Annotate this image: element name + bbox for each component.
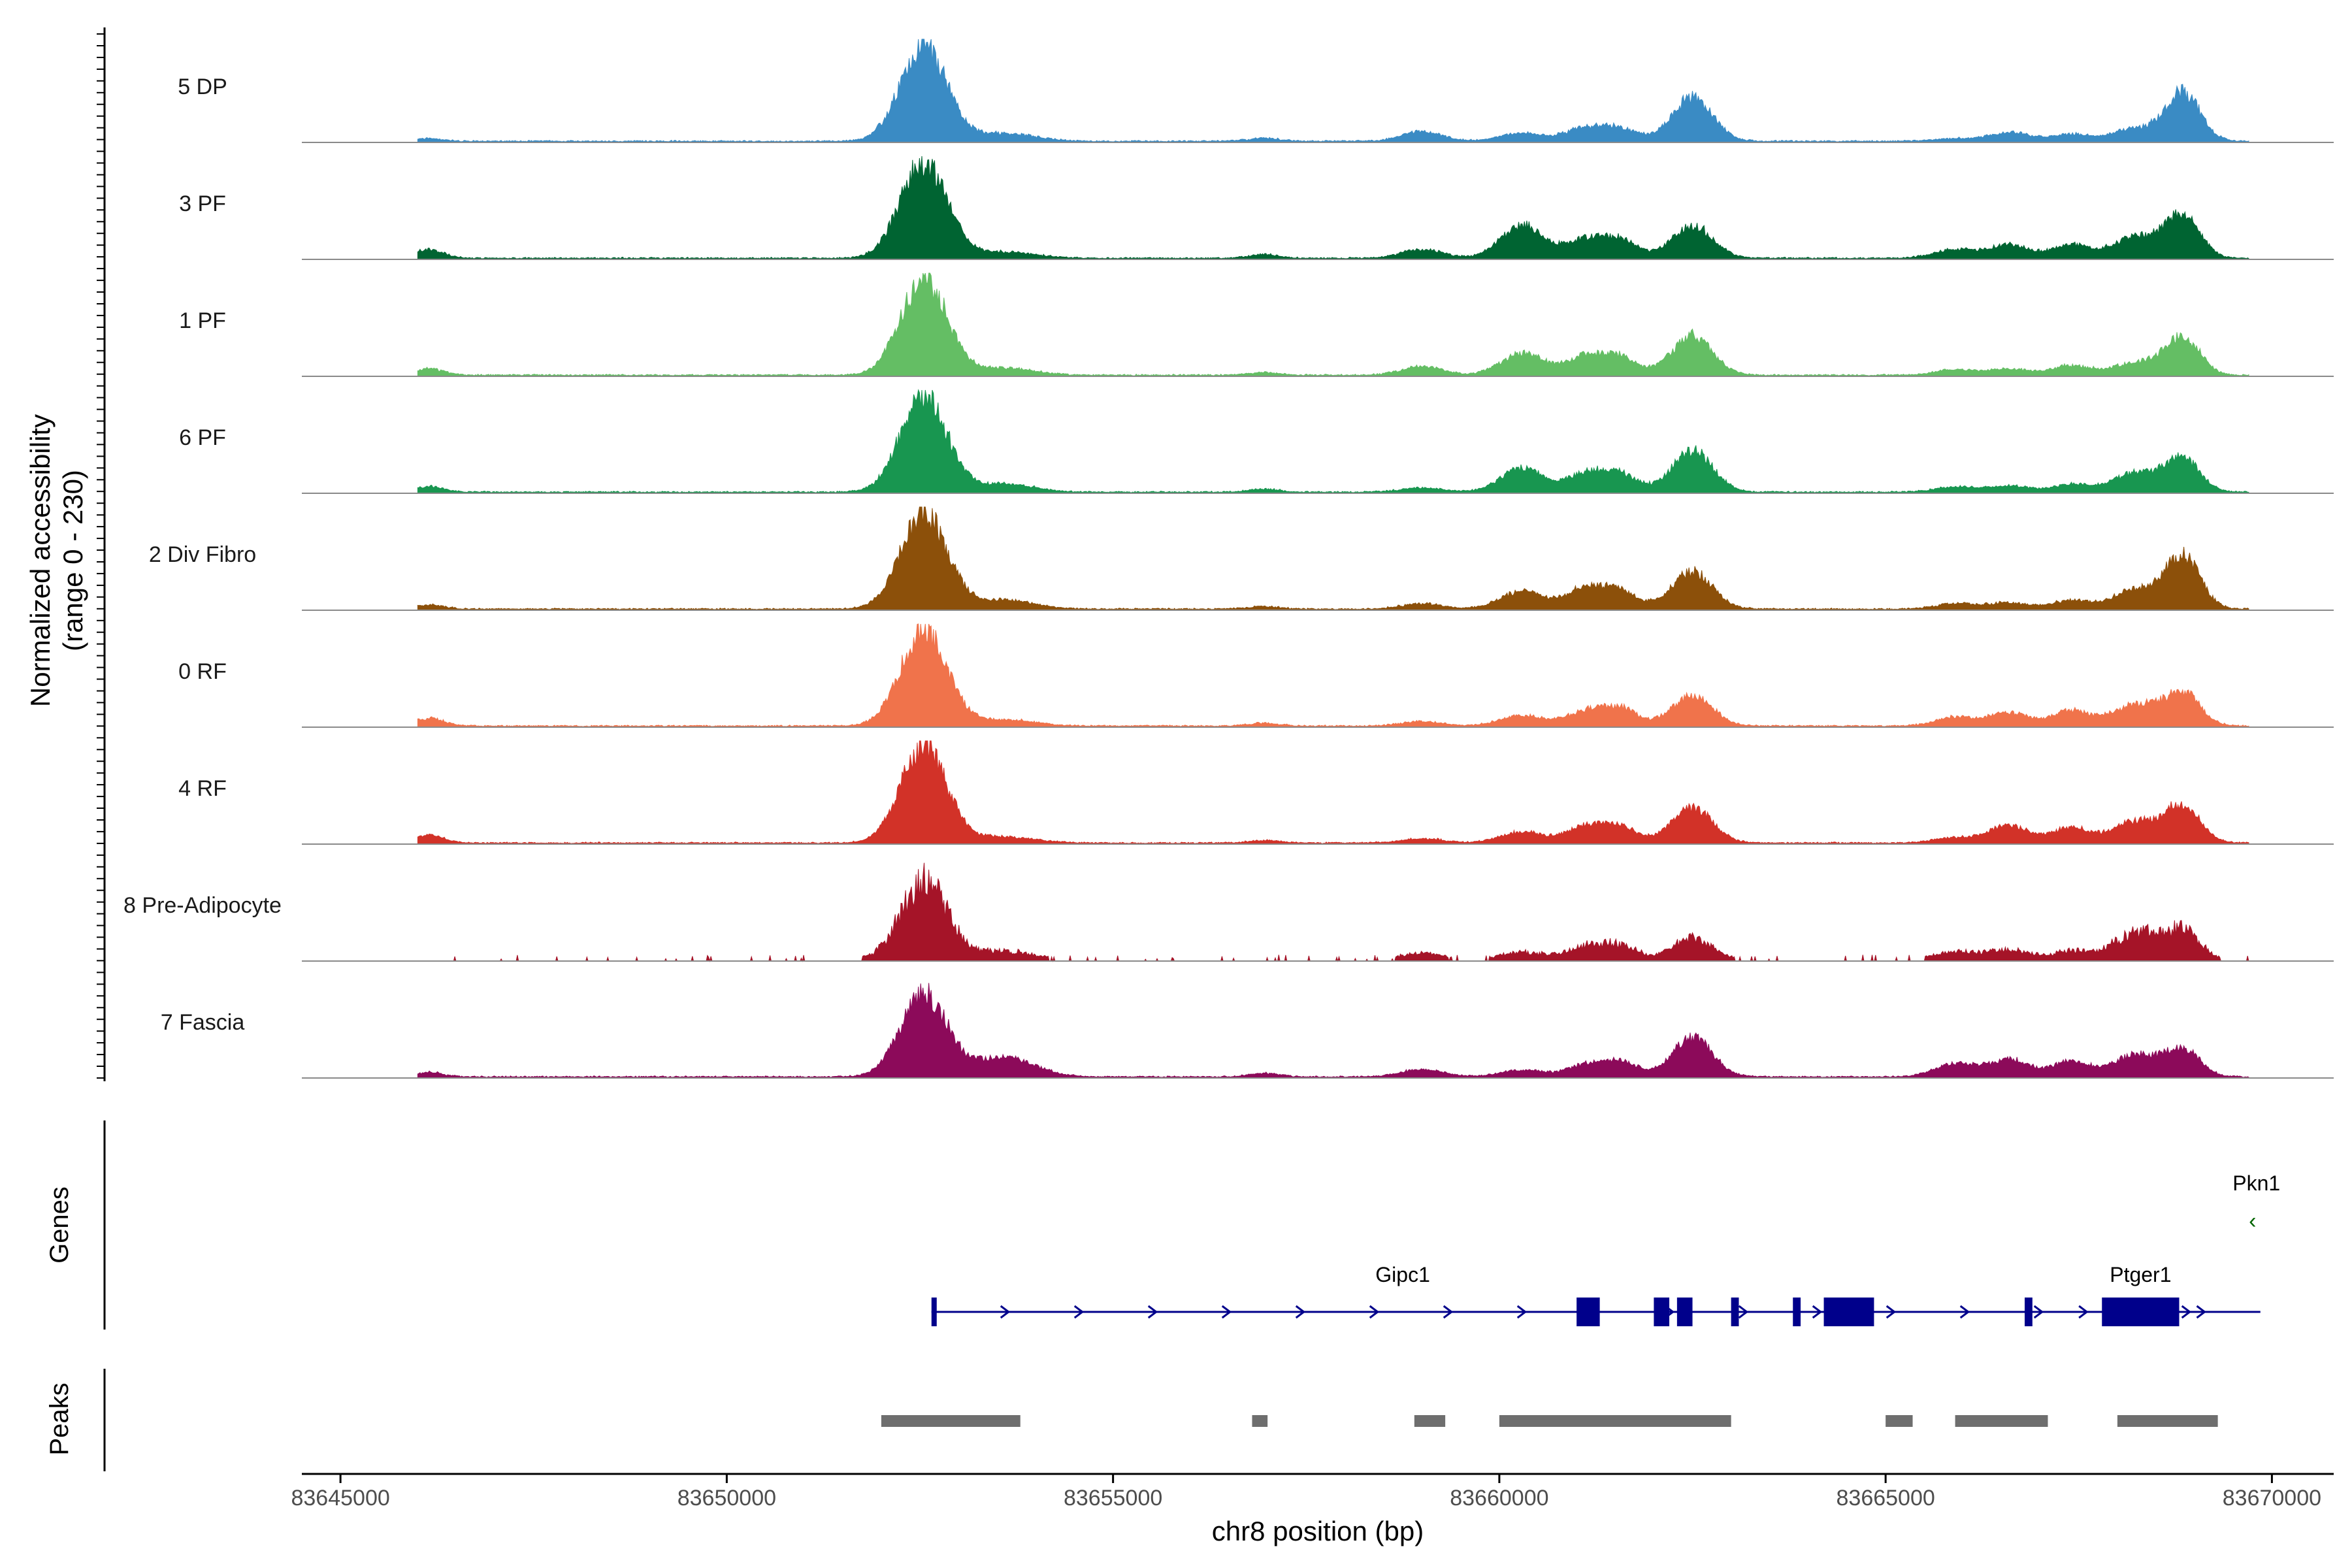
gene-exon <box>1823 1298 1874 1326</box>
x-axis-ticks: 83645000 83650000 83655000 83660000 83665000… <box>291 1474 2321 1511</box>
coverage-area <box>417 623 2249 728</box>
genes-panel-label: Genes <box>45 1186 74 1264</box>
track-label: 4 RF <box>178 776 227 801</box>
coverage-area <box>417 272 2249 377</box>
track-label: 0 RF <box>178 659 227 684</box>
strand-arrow-icon <box>2078 1305 2089 1319</box>
strand-arrow-icon <box>1000 1305 1011 1319</box>
gene-model: Gipc1 <box>931 1263 2261 1326</box>
track: 5 DP <box>178 39 2334 143</box>
coverage-y-ticks <box>97 33 105 1079</box>
genes-panel: Genes Gipc1 Ptger1 ‹ Pkn1 <box>45 1120 2280 1330</box>
coverage-area <box>417 983 2249 1079</box>
gene-exon <box>1576 1298 1600 1326</box>
coverage-panel: Normalized accessibility (range 0 - 230)… <box>25 27 2334 1081</box>
strand-arrow-icon <box>1886 1305 1897 1319</box>
coverage-area <box>417 862 2249 962</box>
track-label: 3 PF <box>179 191 226 216</box>
gene-exon <box>2024 1298 2033 1326</box>
peaks-panel: Peaks <box>45 1369 2218 1471</box>
track-label: 2 Div Fibro <box>149 542 256 567</box>
track: 2 Div Fibro <box>149 506 2334 611</box>
strand-arrow-icon <box>1516 1305 1527 1319</box>
track: 0 RF <box>178 623 2334 728</box>
x-tick-label: 83660000 <box>1450 1486 1548 1511</box>
x-axis: 83645000 83650000 83655000 83660000 83665000… <box>291 1473 2334 1546</box>
coverage-area <box>417 506 2249 611</box>
coverage-area <box>417 39 2249 143</box>
strand-arrow-icon <box>1738 1305 1749 1319</box>
gene-label: Ptger1 <box>2110 1263 2171 1286</box>
x-tick-label: 83645000 <box>291 1486 389 1511</box>
strand-arrow-icon <box>1073 1305 1085 1319</box>
coverage-area <box>417 155 2249 260</box>
strand-arrow-icon <box>1812 1305 1823 1319</box>
coverage-area <box>417 389 2249 494</box>
gene-models: Gipc1 Ptger1 ‹ Pkn1 <box>931 1171 2280 1326</box>
track: 8 Pre-Adipocyte <box>123 862 2334 962</box>
strand-arrow-icon: ‹ <box>2249 1209 2256 1233</box>
gene-exon <box>2102 1298 2180 1326</box>
gene-model: ‹ Pkn1 <box>2232 1171 2280 1233</box>
peak-bar <box>1886 1415 1913 1427</box>
track: 6 PF <box>179 389 2334 494</box>
peak-bar <box>1252 1415 1268 1427</box>
coverage-area <box>417 740 2249 845</box>
x-tick-label: 83650000 <box>678 1486 776 1511</box>
track-label: 8 Pre-Adipocyte <box>123 893 282 918</box>
gene-exon <box>1793 1298 1801 1326</box>
strand-arrow-icon <box>1443 1305 1454 1319</box>
track-label: 5 DP <box>178 74 227 99</box>
peaks-panel-label: Peaks <box>45 1382 74 1455</box>
x-tick-label: 83670000 <box>2223 1486 2321 1511</box>
track-label: 6 PF <box>179 425 226 450</box>
strand-arrow-icon <box>1147 1305 1158 1319</box>
strand-arrow-icon <box>1221 1305 1232 1319</box>
strand-arrow-icon <box>1369 1305 1380 1319</box>
track: 3 PF <box>179 155 2334 260</box>
track: 7 Fascia <box>161 983 2334 1079</box>
gene-exon <box>931 1298 937 1326</box>
x-tick-label: 83665000 <box>1837 1486 1935 1511</box>
track-label: 1 PF <box>179 308 226 333</box>
gene-label: Gipc1 <box>1375 1263 1430 1286</box>
peak-bar <box>881 1415 1021 1427</box>
gene-model: Ptger1 <box>2024 1263 2261 1326</box>
peak-bar <box>1414 1415 1446 1427</box>
y-axis-title: Normalized accessibility <box>25 414 56 707</box>
y-axis-subtitle: (range 0 - 230) <box>57 470 88 651</box>
peak-bars <box>881 1415 2218 1427</box>
track-label: 7 Fascia <box>161 1010 245 1035</box>
track: 1 PF <box>179 272 2334 377</box>
x-tick-label: 83655000 <box>1064 1486 1162 1511</box>
gene-exon <box>1654 1298 1670 1326</box>
gene-label: Pkn1 <box>2232 1171 2280 1195</box>
x-axis-title: chr8 position (bp) <box>1212 1516 1424 1546</box>
peak-bar <box>1499 1415 1731 1427</box>
peak-bar <box>1955 1415 2048 1427</box>
strand-arrow-icon <box>1295 1305 1306 1319</box>
coverage-tracks: 5 DP 3 PF 1 PF 6 PF 2 Div Fibro 0 RF 4 RF 8 Pre… <box>123 39 2334 1079</box>
gene-exon <box>1731 1298 1739 1326</box>
track: 4 RF <box>178 740 2334 845</box>
strand-arrow-icon <box>1959 1305 1970 1319</box>
gene-exon <box>1676 1298 1693 1326</box>
peak-bar <box>2117 1415 2218 1427</box>
strand-arrow-icon <box>2196 1305 2206 1319</box>
